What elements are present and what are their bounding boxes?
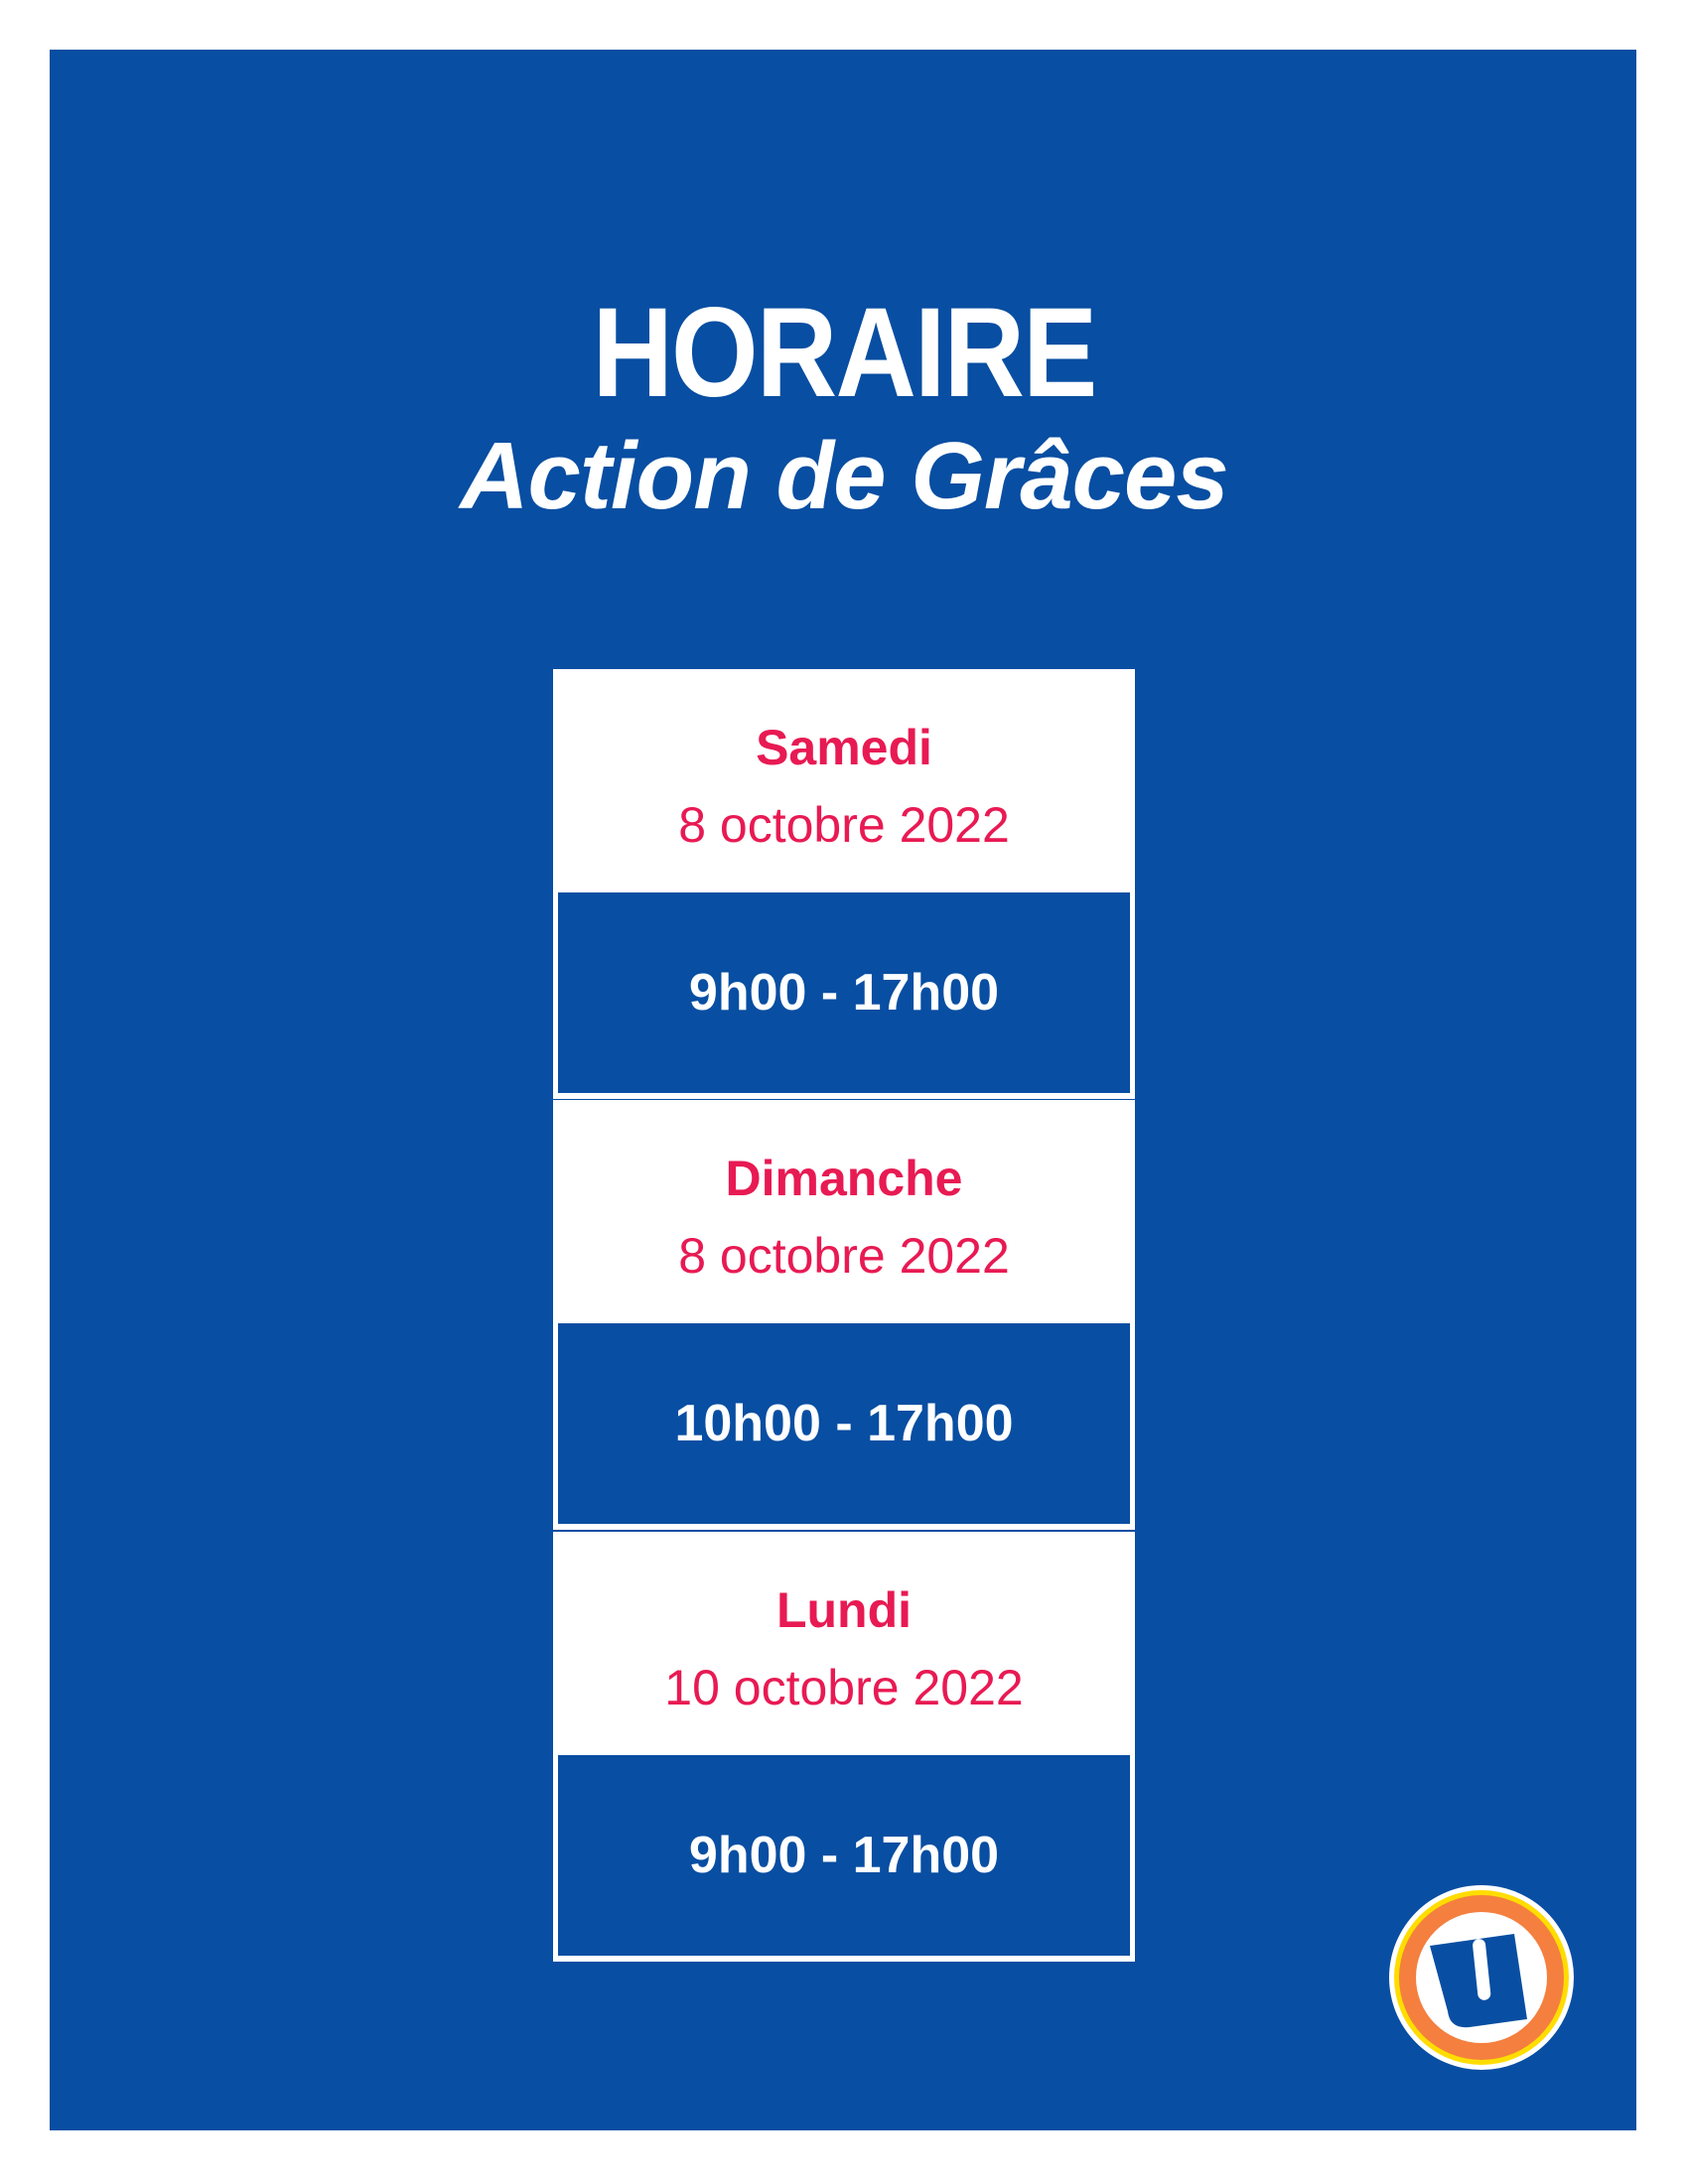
opening-hours: 9h00 - 17h00: [558, 892, 1130, 1093]
u-logo-icon: [1389, 1885, 1574, 2070]
day-date: 8 octobre 2022: [678, 1228, 1010, 1284]
day-name: Dimanche: [725, 1151, 963, 1206]
day-name: Samedi: [756, 720, 932, 775]
schedule-card-sunday: Dimanche 8 octobre 2022 10h00 - 17h00: [553, 1100, 1135, 1530]
day-date: 8 octobre 2022: [678, 797, 1010, 853]
schedule-card-saturday: Samedi 8 octobre 2022 9h00 - 17h00: [553, 669, 1135, 1099]
opening-hours: 9h00 - 17h00: [558, 1755, 1130, 1956]
schedule-card-monday: Lundi 10 octobre 2022 9h00 - 17h00: [553, 1532, 1135, 1962]
page-subtitle: Action de Grâces: [460, 423, 1229, 529]
page-title: HORAIRE: [592, 282, 1097, 424]
day-name: Lundi: [775, 1582, 913, 1638]
day-date: 10 octobre 2022: [664, 1660, 1024, 1715]
opening-hours: 10h00 - 17h00: [558, 1323, 1130, 1524]
